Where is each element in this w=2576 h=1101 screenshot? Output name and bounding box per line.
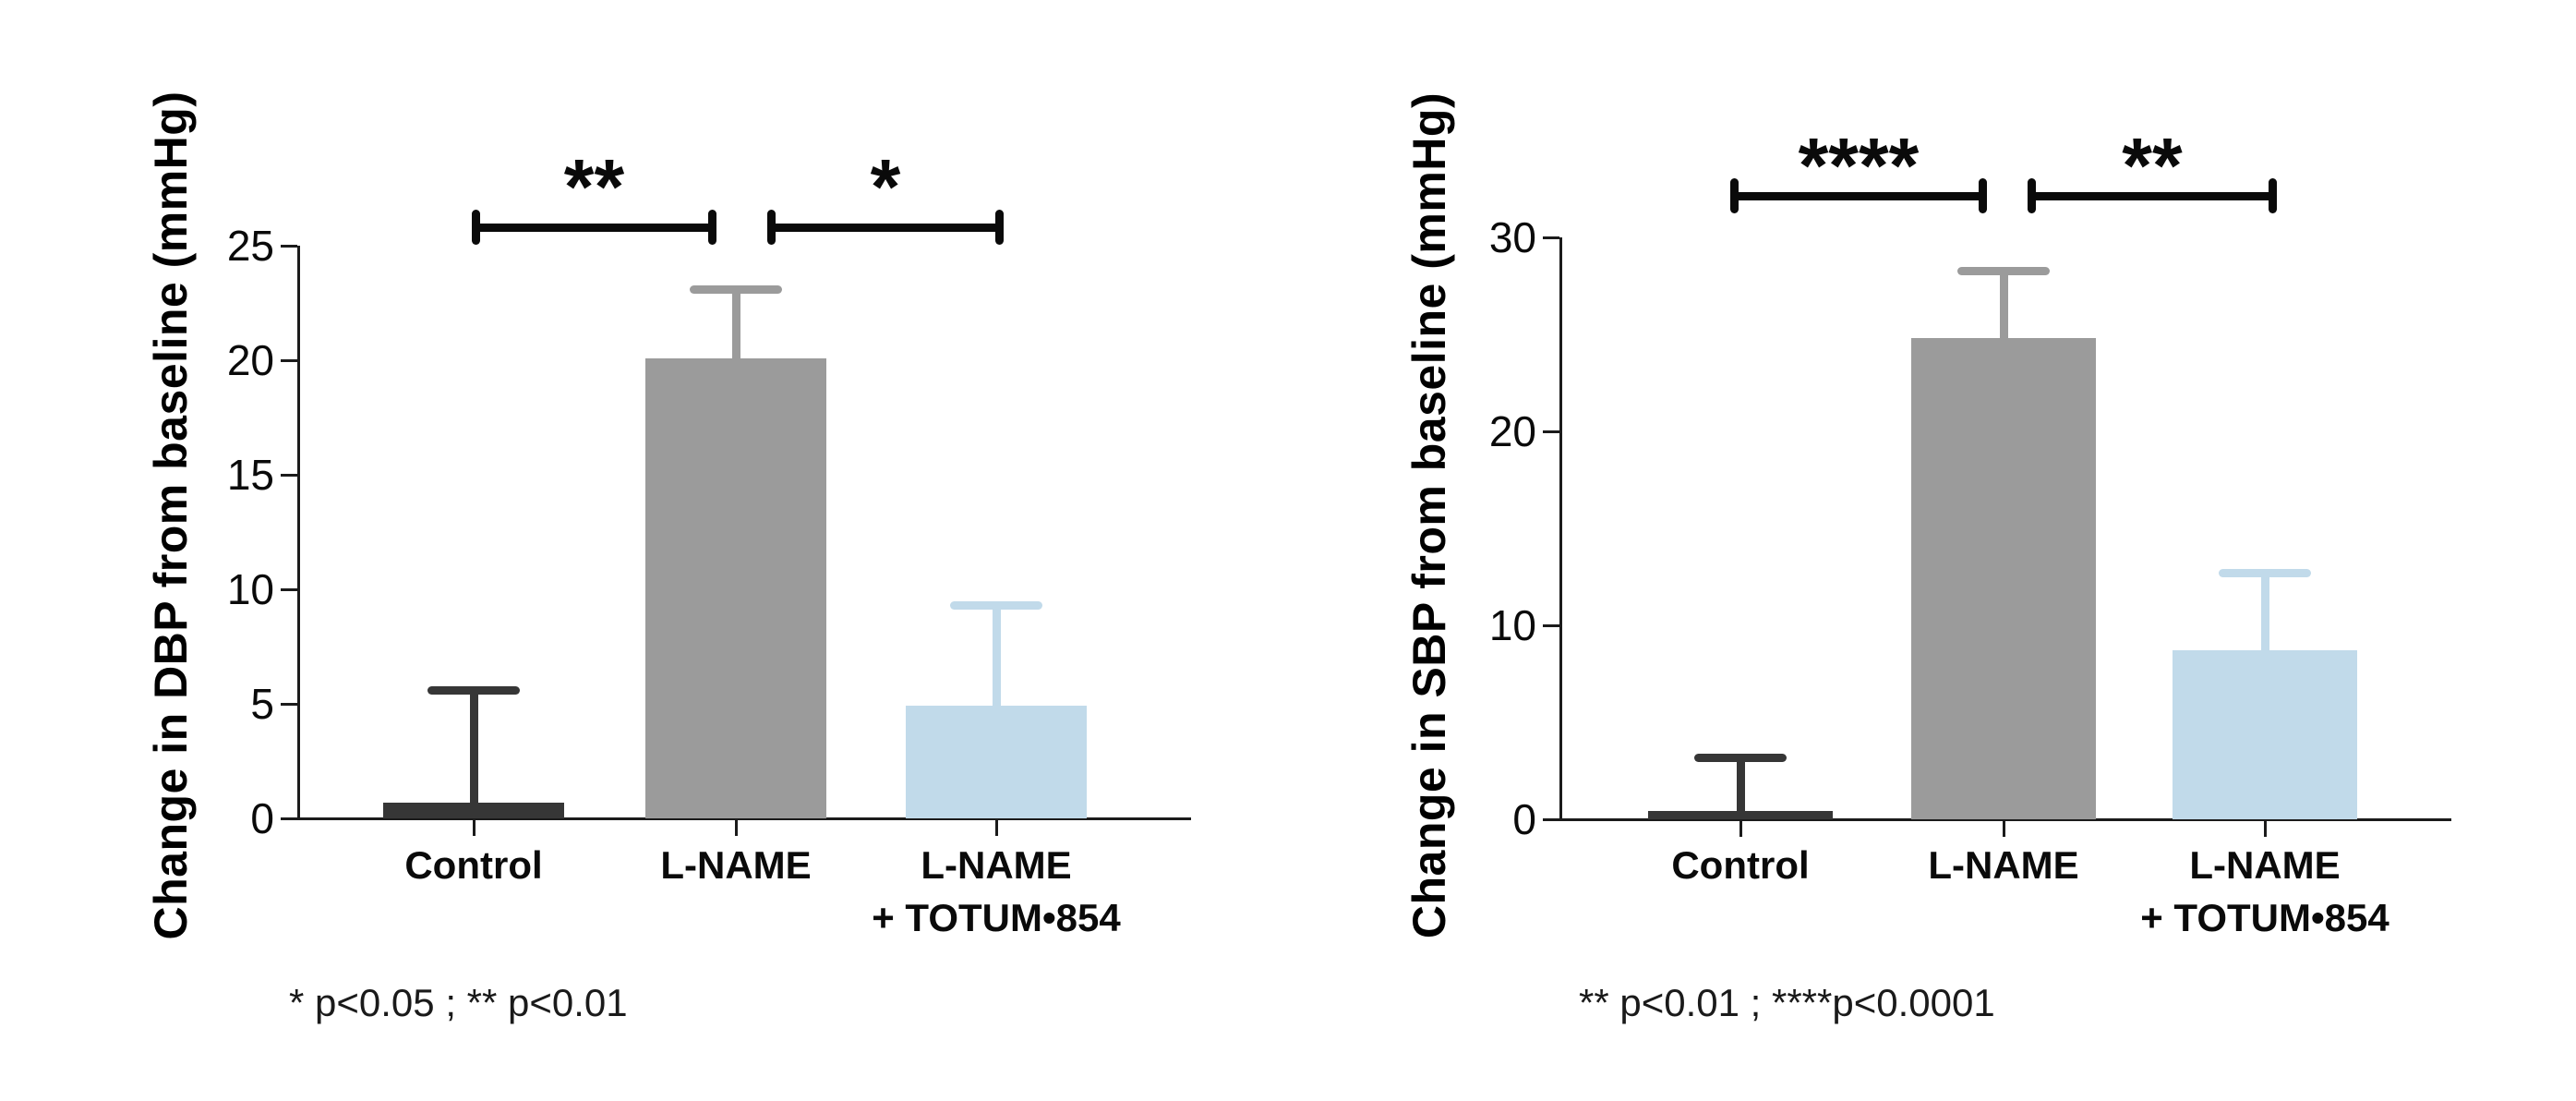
category-label: L-NAME + TOTUM•854 [2140, 843, 2389, 939]
significance-bracket-end [708, 210, 716, 245]
significance-bracket-end [1730, 178, 1739, 213]
significance-bracket [771, 224, 1000, 232]
significance-bracket [1734, 192, 1983, 200]
y-tick [281, 588, 297, 591]
bar-lname-totum [906, 706, 1087, 818]
sbp-significance-footnote: ** p<0.01 ; ****p<0.0001 [1579, 981, 1995, 1024]
y-axis-line [297, 246, 300, 820]
error-bar-cap [427, 686, 520, 696]
significance-stars: **** [1798, 122, 1920, 209]
significance-bracket-end [995, 210, 1004, 245]
error-bar-cap [690, 285, 782, 295]
significance-stars: ** [2122, 122, 2183, 209]
category-label: L-NAME + TOTUM•854 [872, 843, 1121, 939]
significance-stars: * [870, 143, 901, 230]
significance-bracket [475, 224, 713, 232]
error-bar-stem [1737, 756, 1745, 813]
bar-lname [1911, 338, 2096, 819]
x-tick [2264, 821, 2267, 837]
bar-lname [645, 357, 826, 818]
y-tick-label: 20 [226, 336, 274, 384]
bar-control [383, 802, 564, 818]
bar-lname-totum [2173, 650, 2357, 819]
y-tick-label: 15 [226, 451, 274, 499]
x-tick [2003, 821, 2005, 837]
y-tick-label: 25 [226, 222, 274, 270]
y-tick [281, 245, 297, 248]
significance-bracket-end [2269, 178, 2277, 213]
y-tick [1543, 624, 1559, 627]
dbp-significance-footnote: * p<0.05 ; ** p<0.01 [289, 981, 628, 1024]
x-tick [1739, 821, 1742, 837]
y-tick [281, 817, 297, 820]
y-tick-label: 0 [250, 794, 274, 842]
category-label: L-NAME [660, 843, 812, 887]
category-label: L-NAME [1928, 843, 2079, 887]
error-bar-cap [950, 601, 1042, 611]
y-tick-label: 10 [226, 565, 274, 613]
error-bar-stem [732, 289, 740, 360]
x-tick [995, 820, 998, 836]
bar-control [1648, 810, 1833, 819]
y-tick [281, 474, 297, 477]
y-tick-label: 5 [250, 680, 274, 728]
category-label: Control [404, 843, 543, 887]
significance-bracket-end [472, 210, 480, 245]
significance-bracket-end [2028, 178, 2036, 213]
y-tick [281, 703, 297, 706]
x-tick [735, 820, 738, 836]
error-bar-cap [1957, 266, 2050, 275]
error-bar-stem [2261, 573, 2269, 653]
x-axis-line [1559, 818, 2451, 821]
error-bar-cap [1694, 753, 1787, 762]
x-tick [473, 820, 475, 836]
y-tick [1543, 236, 1559, 239]
error-bar-stem [993, 605, 1001, 708]
significance-stars: ** [563, 143, 625, 230]
y-axis-line [1559, 237, 1562, 821]
y-tick [1543, 818, 1559, 821]
x-axis-line [297, 817, 1191, 820]
y-tick [1543, 430, 1559, 433]
y-tick [281, 359, 297, 362]
error-bar-stem [2000, 270, 2008, 341]
category-label: Control [1671, 843, 1810, 887]
error-bar-cap [2219, 569, 2311, 578]
y-tick-label: 20 [1488, 407, 1536, 455]
error-bar-stem [470, 690, 478, 805]
significance-bracket [2031, 192, 2273, 200]
y-tick-label: 10 [1488, 601, 1536, 649]
y-tick-label: 0 [1512, 795, 1536, 843]
y-tick-label: 30 [1488, 213, 1536, 261]
significance-bracket-end [1979, 178, 1987, 213]
significance-bracket-end [767, 210, 776, 245]
